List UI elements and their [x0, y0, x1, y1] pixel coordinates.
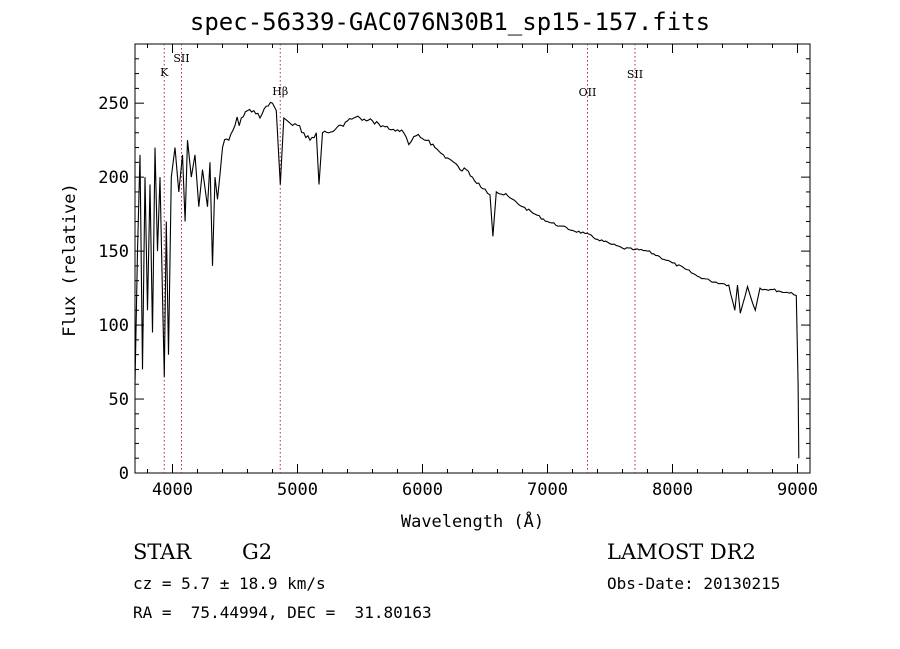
object-subclass: G2 [242, 540, 273, 564]
survey-name: LAMOST DR2 [607, 540, 756, 564]
spectrum-line [134, 101, 800, 459]
spectral-line-label: Hβ [272, 85, 288, 98]
y-axis-label: Flux (relative) [60, 183, 80, 337]
y-tick-label: 50 [109, 390, 129, 410]
x-axis-label: Wavelength (Å) [400, 512, 545, 532]
y-tick-label: 100 [98, 316, 129, 336]
x-tick-label: 5000 [277, 480, 318, 500]
spectral-line-label: K [160, 66, 169, 79]
spectral-line-label: OII [579, 86, 597, 99]
object-class: STAR [133, 540, 192, 564]
spectral-line-label: SII [627, 68, 643, 81]
axis-ticks: 4000 5000 6000 7000 8000 9000 0 50 100 150 200 250 [98, 44, 818, 500]
redshift-text: cz = 5.7 ± 18.9 km/s [133, 574, 326, 593]
plot-frame [134, 43, 811, 474]
x-tick-label: 8000 [652, 480, 693, 500]
x-tick-label: 7000 [527, 480, 568, 500]
coordinates: RA = 75.44994, DEC = 31.80163 [133, 603, 432, 622]
spectral-lines: K SII Hβ OII SII [160, 44, 643, 473]
y-tick-label: 0 [119, 464, 129, 484]
x-tick-label: 9000 [777, 480, 818, 500]
x-tick-label: 4000 [152, 480, 193, 500]
axes-frame [134, 43, 811, 474]
y-tick-label: 200 [98, 168, 129, 188]
chart-title: spec-56339-GAC076N30B1_sp15-157.fits [189, 8, 711, 36]
spectral-line-label: SII [173, 52, 189, 65]
x-tick-label: 6000 [402, 480, 443, 500]
y-tick-label: 250 [98, 94, 129, 114]
obs-date: Obs-Date: 20130215 [607, 574, 781, 593]
y-tick-label: 150 [98, 242, 129, 262]
